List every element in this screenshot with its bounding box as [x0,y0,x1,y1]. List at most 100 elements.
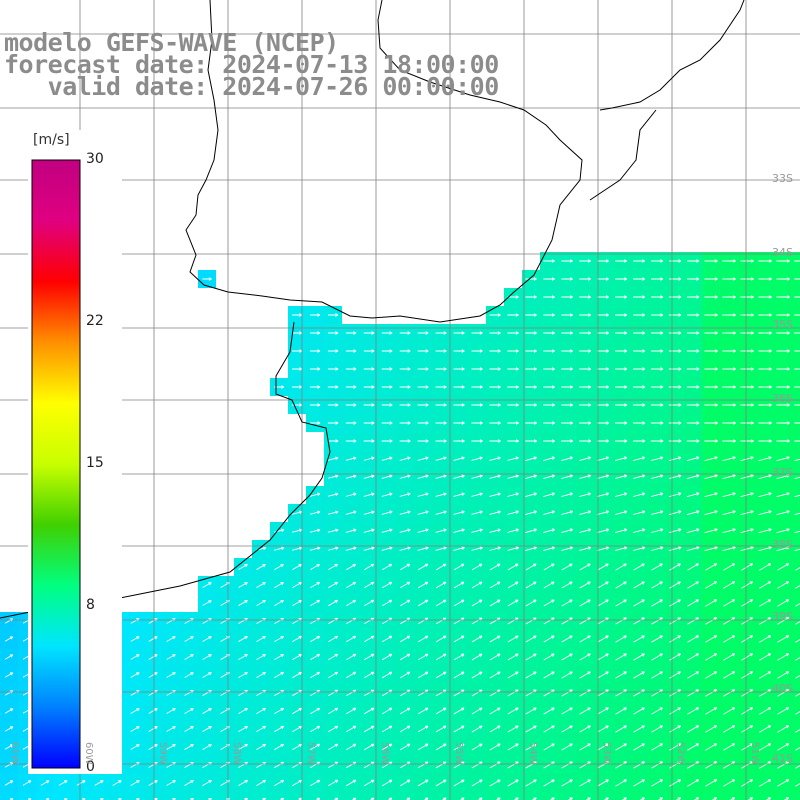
wind-arrow [453,474,465,479]
wind-arrow [309,492,321,497]
wind-arrow [632,403,646,407]
wind-arrow [561,635,573,643]
wind-arrow [651,707,663,715]
field-cell [234,792,252,800]
longitude-label: 57W [305,742,316,765]
wind-arrow [256,761,267,769]
wind-arrow [776,331,790,335]
wind-arrow [345,546,357,551]
wind-arrow [489,474,501,479]
field-cell [792,504,800,522]
wind-arrow [597,725,609,733]
wind-arrow [722,528,736,534]
wind-arrow [687,635,700,643]
wind-arrow [381,403,393,407]
wind-arrow [435,707,447,715]
wind-arrow [417,421,429,425]
latitude-label: 35S [772,318,793,331]
wind-arrow [489,403,501,407]
wind-arrow [614,439,628,443]
wind-arrow [310,635,321,643]
wind-arrow [327,743,339,751]
wind-arrow [561,671,573,679]
field-cell [288,792,306,800]
wind-arrow [668,456,682,462]
wind-arrow [525,456,537,461]
wind-arrow [238,635,248,642]
wind-arrow [543,671,555,679]
wind-arrow [669,563,681,571]
wind-arrow [202,582,212,588]
wind-arrow [561,492,574,497]
field-cell [792,684,800,702]
coastline-east [589,109,657,201]
wind-arrow [274,725,285,733]
wind-arrow [722,259,736,263]
wind-arrow [148,636,158,642]
wind-arrow [417,635,429,643]
wind-arrow [489,779,501,787]
wind-arrow [489,653,501,661]
wind-arrow [794,440,800,442]
wind-arrow [704,492,718,498]
wind-arrow [614,510,628,516]
wind-arrow [651,259,664,263]
wind-arrow [597,367,610,371]
wind-arrow [615,671,627,679]
wind-arrow [256,653,266,661]
wind-arrow [417,725,429,733]
wind-arrow [525,385,537,389]
wind-arrow [668,367,682,371]
wind-arrow [399,599,411,607]
wind-arrow [381,653,393,661]
field-cell [792,486,800,504]
wind-arrow [561,474,574,479]
wind-arrow [327,367,339,371]
wind-arrow [615,725,627,733]
wind-arrow [238,725,248,733]
wind-arrow [776,421,790,425]
wind-arrow [381,474,393,479]
wind-arrow [525,528,537,533]
wind-arrow [399,349,411,353]
wind-arrow [382,563,393,571]
wind-arrow [704,367,718,371]
field-cell [144,792,162,800]
wind-arrow [579,456,592,461]
colorbar-tick-label: 0 [86,759,95,775]
wind-arrow [633,295,646,299]
wind-arrow [776,671,790,679]
wind-arrow [256,581,266,588]
colorbar-tick-label: 15 [86,455,104,471]
wind-arrow [597,671,609,679]
wind-arrow [794,603,800,607]
wind-arrow [507,439,519,443]
latitude-label: 36S [772,392,793,405]
wind-arrow [148,708,158,714]
wind-arrow [435,421,447,425]
wind-arrow [489,313,501,317]
wind-arrow [740,492,754,498]
wind-arrow [579,563,591,571]
wind-arrow [435,635,447,643]
wind-arrow [292,725,303,733]
field-cell [792,666,800,684]
wind-arrow [292,689,303,697]
wind-arrow [740,707,754,715]
wind-arrow [309,331,321,335]
wind-arrow [130,780,140,786]
wind-arrow [579,528,592,534]
wind-arrow [507,367,519,371]
wind-arrow [758,259,772,263]
wind-arrow [471,331,483,335]
wind-arrow [202,743,212,750]
wind-arrow [579,581,591,589]
wind-arrow [184,779,194,786]
wind-arrow [238,779,248,787]
wind-arrow [794,765,800,769]
wind-arrow [309,528,321,533]
wind-arrow [399,421,411,425]
wind-arrow [686,456,700,462]
wind-arrow [615,331,628,335]
